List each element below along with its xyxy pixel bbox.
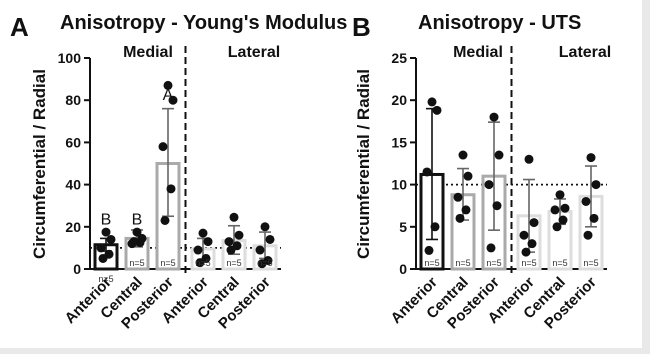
panel-a-data-point: [132, 227, 142, 237]
panel-b-data-point: [463, 171, 473, 181]
panel-b-data-point: [494, 150, 504, 160]
panel-a-ytick-label: 0: [73, 261, 81, 277]
panel-b-data-point: [552, 222, 562, 232]
panel-a-data-point: [234, 230, 244, 240]
panel-a-ylabel: Circumferential / Radial: [30, 69, 49, 259]
panel-a-data-point: [193, 245, 203, 255]
panel-a-data-point: [203, 237, 213, 247]
panel-b-data-point: [455, 213, 465, 223]
panel-a-group-lateral: Lateral: [228, 44, 280, 61]
panel-a-data-point: [260, 222, 270, 232]
panel-b-n-label: n=5: [486, 258, 501, 268]
panel-b-data-point: [591, 180, 601, 190]
panel-a-significance-letter: B: [132, 212, 143, 229]
panel-b-data-point: [453, 192, 463, 202]
panel-b-n-label: n=5: [583, 258, 598, 268]
panel-b-n-label: n=5: [424, 258, 439, 268]
panel-b-data-point: [589, 213, 599, 223]
panel-a-data-point: [257, 259, 267, 269]
panel-b-data-point: [427, 97, 437, 107]
panel-a-letter: A: [10, 12, 29, 42]
panel-a-group-medial: Medial: [123, 44, 173, 61]
panel-a-significance-letter: B: [101, 212, 112, 229]
panel-a-n-label: n=5: [160, 258, 175, 268]
panel-a-data-point: [224, 237, 234, 247]
panel-a-ytick-label: 20: [65, 219, 81, 235]
panel-a-significance-letter: A: [163, 87, 174, 104]
panel-b-data-point: [550, 205, 560, 215]
panel-b-data-point: [519, 230, 529, 240]
panel-a-n-label: n=5: [257, 258, 272, 268]
panel-a-data-point: [265, 234, 275, 244]
panel-a-data-point: [168, 95, 178, 105]
panel-a-data-point: [229, 212, 239, 222]
panel-b-data-point: [558, 215, 568, 225]
panel-b-plot: 0510152025n=5Anteriorn=5Centraln=5Poster…: [388, 46, 607, 332]
panel-b-n-label: n=5: [552, 258, 567, 268]
panel-a-data-point: [98, 253, 108, 263]
panel-a-n-label: n=5: [226, 258, 241, 268]
panel-b-data-point: [586, 153, 596, 163]
panel-a-ytick-label: 100: [58, 50, 82, 66]
panel-b-data-point: [524, 154, 534, 164]
panel-a-data-point: [129, 237, 139, 247]
panel-b-ytick-label: 15: [391, 134, 407, 150]
anisotropy-figure: A Anisotropy - Young's Modulus Circumfer…: [10, 12, 611, 332]
panel-b-ytick-label: 10: [391, 177, 407, 193]
panel-b-n-label: n=5: [455, 258, 470, 268]
panel-a-data-point: [195, 258, 205, 268]
panel-b-data-point: [458, 150, 468, 160]
panel-b-data-point: [529, 218, 539, 228]
panel-b-ytick-label: 5: [399, 219, 407, 235]
panel-b-ytick-label: 20: [391, 92, 407, 108]
panel-b-ytick-label: 0: [399, 261, 407, 277]
panel-a-data-point: [158, 142, 168, 152]
panel-b-data-point: [424, 245, 434, 255]
panel-b-ylabel: Circumferential / Radial: [354, 69, 373, 259]
panel-b-group-medial: Medial: [453, 44, 503, 61]
panel-a-data-point: [106, 234, 116, 244]
panel-a-ytick-label: 80: [65, 92, 81, 108]
panel-a-n-label: n=5: [195, 258, 210, 268]
panel-b-data-point: [486, 243, 496, 253]
panel-a-data-point: [166, 184, 176, 194]
panel-b-data-point: [521, 247, 531, 257]
panel-a-data-point: [255, 245, 265, 255]
panel-b-group-lateral: Lateral: [559, 44, 611, 61]
panel-a-data-point: [198, 228, 208, 238]
panel-b-data-point: [422, 167, 432, 177]
panel-b-data-point: [492, 201, 502, 211]
panel-a-data-point: [163, 80, 173, 90]
panel-b-data-point: [484, 180, 494, 190]
panel-a-data-point: [160, 215, 170, 225]
panel-b-data-point: [489, 112, 499, 122]
panel-b: B Anisotropy - UTS Circumferential / Rad…: [352, 12, 611, 332]
panel-a-title: Anisotropy - Young's Modulus: [60, 12, 347, 34]
panel-a-data-point: [101, 227, 111, 237]
panel-a: A Anisotropy - Young's Modulus Circumfer…: [10, 12, 347, 332]
panel-a-n-label: n=5: [129, 258, 144, 268]
panel-a-ytick-label: 40: [65, 177, 81, 193]
panel-b-ytick-label: 25: [391, 50, 407, 66]
panel-b-letter: B: [352, 12, 371, 42]
panel-b-data-point: [581, 196, 591, 206]
panel-a-n-label: n=5: [98, 274, 113, 284]
panel-b-n-label: n=5: [521, 258, 536, 268]
panel-b-data-point: [555, 190, 565, 200]
panel-b-data-point: [432, 105, 442, 115]
panel-b-title: Anisotropy - UTS: [418, 12, 581, 34]
panel-b-data-point: [461, 205, 471, 215]
panel-a-plot: 020406080100n=5Anteriorn=5Centraln=5Post…: [58, 46, 281, 332]
panel-a-ytick-label: 60: [65, 134, 81, 150]
panel-b-data-point: [527, 239, 537, 249]
panel-b-data-point: [560, 203, 570, 213]
panel-a-data-point: [226, 245, 236, 255]
panel-b-data-point: [583, 230, 593, 240]
panel-b-data-point: [430, 222, 440, 232]
panel-a-data-point: [96, 243, 106, 253]
